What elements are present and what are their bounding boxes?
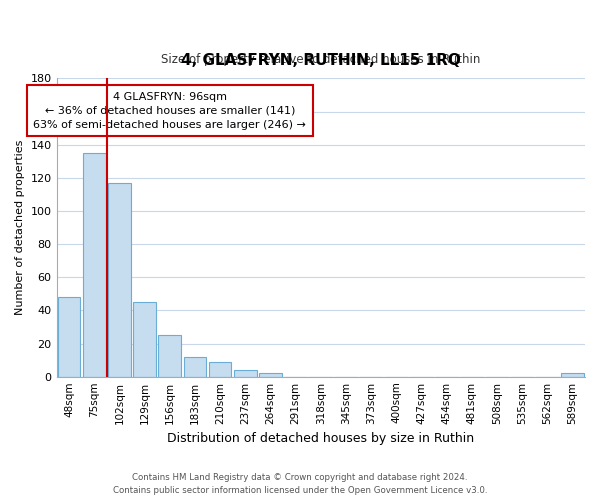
Y-axis label: Number of detached properties: Number of detached properties	[15, 140, 25, 315]
Text: Contains HM Land Registry data © Crown copyright and database right 2024.
Contai: Contains HM Land Registry data © Crown c…	[113, 474, 487, 495]
X-axis label: Distribution of detached houses by size in Ruthin: Distribution of detached houses by size …	[167, 432, 475, 445]
Bar	[184, 357, 206, 376]
Text: Size of property relative to detached houses in Ruthin: Size of property relative to detached ho…	[161, 54, 481, 66]
Bar	[158, 336, 181, 376]
Bar	[234, 370, 257, 376]
Bar	[133, 302, 156, 376]
Bar	[108, 183, 131, 376]
Title: 4, GLASFRYN, RUTHIN, LL15 1RQ: 4, GLASFRYN, RUTHIN, LL15 1RQ	[181, 52, 461, 68]
Bar	[83, 153, 106, 376]
Bar	[561, 374, 584, 376]
Bar	[58, 297, 80, 376]
Bar	[209, 362, 232, 376]
Bar	[259, 374, 282, 376]
Text: 4 GLASFRYN: 96sqm
← 36% of detached houses are smaller (141)
63% of semi-detache: 4 GLASFRYN: 96sqm ← 36% of detached hous…	[34, 92, 306, 130]
